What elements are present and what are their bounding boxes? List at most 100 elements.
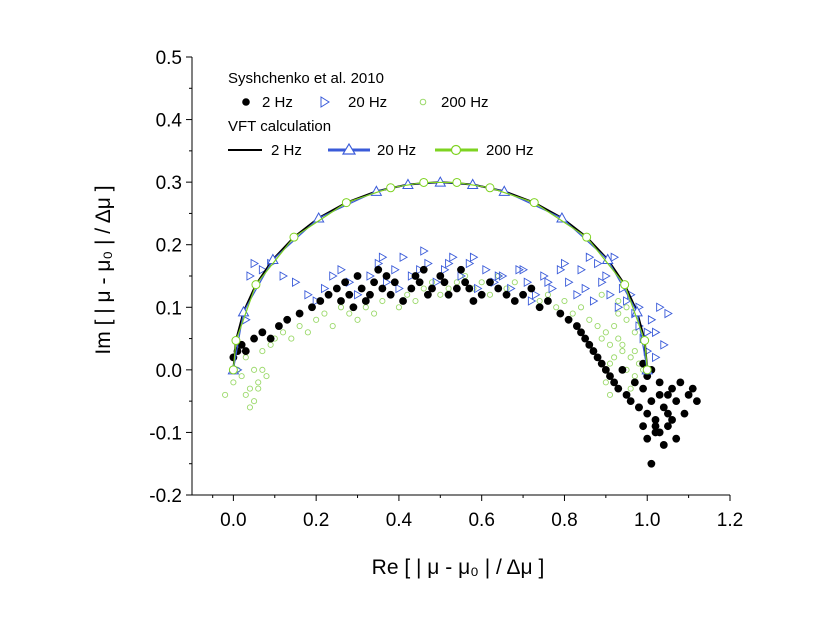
marker-200hz-calc (620, 280, 630, 290)
point-200hz-data (251, 366, 258, 373)
point-20hz-data (532, 289, 541, 300)
point-2hz-data (477, 290, 486, 299)
point-2hz-data (283, 315, 292, 324)
point-2hz-data (630, 378, 639, 387)
point-20hz-data (623, 296, 632, 306)
point-200hz-data (259, 366, 266, 373)
legend-label-20hz-data: 20 Hz (348, 94, 387, 111)
marker-200hz-calc (251, 280, 261, 290)
point-20hz-data (304, 289, 313, 300)
point-2hz-data (415, 278, 424, 287)
y-tick-label: 0.3 (156, 173, 182, 194)
point-2hz-data (316, 297, 325, 305)
point-200hz-data (304, 329, 311, 336)
marker-200hz-calc (452, 177, 462, 187)
point-200hz-data (594, 323, 601, 330)
point-20hz-data (610, 252, 620, 263)
curve-200hz-calc (232, 181, 648, 370)
point-200hz-data (615, 335, 622, 342)
point-200hz-data (544, 291, 551, 298)
point-20hz-data (515, 264, 524, 275)
point-200hz-data (395, 304, 402, 311)
point-200hz-data (412, 297, 419, 305)
legend-marker-20hz-data (320, 96, 330, 108)
point-20hz-data (246, 271, 255, 281)
point-200hz-data (296, 323, 303, 330)
point-2hz-data (452, 284, 461, 293)
point-2hz-data (399, 297, 407, 305)
marker-200hz-calc (419, 177, 429, 187)
point-2hz-data (564, 315, 573, 324)
point-20hz-data (660, 340, 669, 350)
point-2hz-data (337, 297, 345, 305)
legend-marker-200hz-calc (450, 144, 462, 156)
point-20hz-data (507, 283, 516, 294)
x-tick-label: 1.0 (634, 510, 660, 531)
marker-200hz-calc (228, 365, 238, 375)
point-20hz-data (540, 271, 549, 281)
point-200hz-data (631, 329, 638, 336)
point-2hz-data (643, 409, 652, 418)
point-2hz-data (659, 441, 668, 449)
point-20hz-data (354, 289, 363, 300)
point-20hz-data (556, 264, 566, 275)
point-200hz-data (230, 379, 237, 386)
point-2hz-data (461, 278, 470, 287)
point-2hz-data (386, 290, 395, 299)
point-200hz-data (321, 310, 328, 317)
point-2hz-data (655, 428, 664, 437)
point-2hz-data (544, 297, 552, 305)
point-200hz-data (329, 323, 336, 330)
point-20hz-data (577, 264, 586, 275)
point-2hz-data (647, 397, 656, 406)
marker-200hz-calc (386, 183, 396, 193)
point-20hz-data (399, 252, 408, 263)
legend-marker-200hz-data (419, 98, 427, 106)
point-20hz-data (445, 258, 454, 269)
point-20hz-data (565, 277, 574, 288)
point-200hz-data (259, 348, 266, 355)
point-200hz-data (445, 285, 452, 292)
point-20hz-data (320, 283, 330, 294)
point-20hz-data (656, 302, 665, 313)
point-200hz-data (615, 310, 622, 317)
point-2hz-data (332, 284, 341, 293)
point-2hz-data (428, 284, 436, 293)
point-2hz-data (593, 353, 602, 362)
point-20hz-data (594, 258, 603, 269)
point-20hz-data (329, 271, 338, 281)
point-20hz-data (457, 271, 466, 281)
point-200hz-data (222, 391, 229, 398)
point-200hz-data (602, 329, 609, 336)
point-2hz-data (684, 390, 693, 399)
point-2hz-data (436, 272, 445, 280)
point-20hz-data (474, 283, 483, 294)
point-200hz-data (511, 279, 518, 286)
point-200hz-data (242, 391, 249, 398)
point-20hz-data (527, 296, 537, 306)
point-200hz-data (561, 297, 568, 305)
point-2hz-data (614, 384, 623, 393)
marker-200hz-calc (529, 198, 539, 208)
point-2hz-data (597, 359, 606, 368)
point-20hz-data (482, 264, 491, 275)
scatter-layer (222, 246, 701, 468)
point-200hz-data (598, 335, 605, 342)
point-20hz-data (312, 296, 322, 306)
point-2hz-data (639, 359, 647, 368)
x-axis-title: Re [ | μ - μ₀ | / Δμ ] (372, 556, 545, 579)
point-200hz-data (288, 335, 295, 342)
point-200hz-data (346, 310, 353, 317)
marker-200hz-calc (341, 198, 351, 208)
point-2hz-data (626, 397, 635, 406)
point-20hz-data (647, 315, 657, 325)
point-200hz-data (553, 304, 560, 311)
point-2hz-data (502, 290, 511, 299)
point-200hz-data (503, 285, 510, 292)
point-2hz-data (639, 384, 647, 393)
point-2hz-data (457, 265, 465, 274)
point-200hz-data (453, 279, 460, 286)
point-20hz-data (395, 283, 404, 294)
point-2hz-data (250, 334, 258, 343)
